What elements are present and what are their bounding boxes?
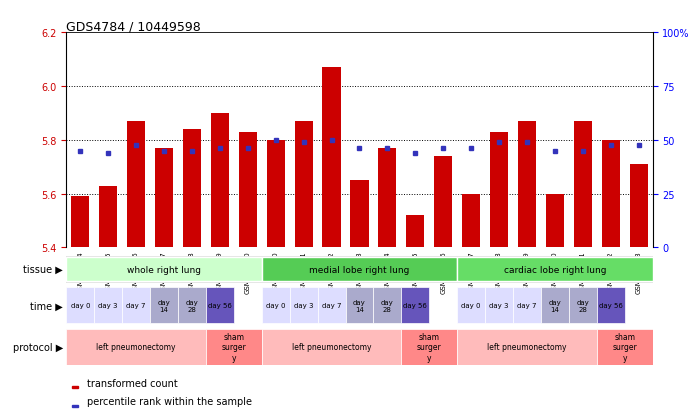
Text: day
14: day 14 xyxy=(549,299,561,312)
Text: day 7: day 7 xyxy=(517,303,537,309)
Bar xyxy=(485,288,513,323)
Bar xyxy=(373,288,401,323)
Text: day
14: day 14 xyxy=(158,299,170,312)
Text: sham
surger
y: sham surger y xyxy=(417,332,442,362)
Bar xyxy=(574,122,592,248)
Bar xyxy=(66,257,262,282)
Bar xyxy=(546,194,564,248)
Bar xyxy=(183,130,201,248)
Text: sham
surger
y: sham surger y xyxy=(221,332,246,362)
Bar xyxy=(401,288,429,323)
Bar xyxy=(127,122,145,248)
Bar xyxy=(99,186,117,248)
Bar xyxy=(602,140,620,248)
Text: medial lobe right lung: medial lobe right lung xyxy=(309,265,410,274)
Bar xyxy=(346,288,373,323)
Bar xyxy=(262,288,290,323)
Bar xyxy=(630,165,648,248)
Text: day 3: day 3 xyxy=(294,303,313,309)
Bar xyxy=(290,288,318,323)
Bar xyxy=(206,329,262,365)
Bar xyxy=(518,122,536,248)
Text: tissue ▶: tissue ▶ xyxy=(23,264,63,275)
Text: day
28: day 28 xyxy=(381,299,394,312)
Bar xyxy=(457,257,653,282)
Text: time ▶: time ▶ xyxy=(30,301,63,311)
Bar xyxy=(295,122,313,248)
Text: day 56: day 56 xyxy=(599,303,623,309)
Bar xyxy=(318,288,346,323)
Text: transformed count: transformed count xyxy=(87,378,178,388)
Text: day
14: day 14 xyxy=(353,299,366,312)
Text: day 7: day 7 xyxy=(126,303,146,309)
Bar xyxy=(239,133,257,248)
Bar xyxy=(434,157,452,248)
Bar xyxy=(71,197,89,248)
Bar xyxy=(597,329,653,365)
Bar xyxy=(122,288,150,323)
Bar xyxy=(350,181,369,248)
Text: protocol ▶: protocol ▶ xyxy=(13,342,63,352)
Bar xyxy=(72,387,78,388)
Bar xyxy=(569,288,597,323)
Bar xyxy=(66,329,206,365)
Text: left pneumonectomy: left pneumonectomy xyxy=(292,342,371,351)
Bar xyxy=(94,288,122,323)
Bar xyxy=(150,288,178,323)
Text: day 3: day 3 xyxy=(489,303,509,309)
Bar xyxy=(406,216,424,248)
Bar xyxy=(597,288,625,323)
Text: GDS4784 / 10449598: GDS4784 / 10449598 xyxy=(66,21,201,33)
Text: day 0: day 0 xyxy=(70,303,90,309)
Bar xyxy=(378,149,396,248)
Bar xyxy=(72,405,78,407)
Bar xyxy=(457,329,597,365)
Bar xyxy=(462,194,480,248)
Text: day 3: day 3 xyxy=(98,303,118,309)
Bar xyxy=(401,329,457,365)
Text: day 0: day 0 xyxy=(461,303,481,309)
Bar xyxy=(262,257,457,282)
Bar xyxy=(490,133,508,248)
Text: left pneumonectomy: left pneumonectomy xyxy=(487,342,567,351)
Text: left pneumonectomy: left pneumonectomy xyxy=(96,342,176,351)
Bar xyxy=(262,329,401,365)
Bar xyxy=(322,68,341,248)
Text: day
28: day 28 xyxy=(186,299,198,312)
Text: day 56: day 56 xyxy=(208,303,232,309)
Text: sham
surger
y: sham surger y xyxy=(612,332,637,362)
Bar xyxy=(457,288,485,323)
Text: day
28: day 28 xyxy=(577,299,589,312)
Bar xyxy=(211,114,229,248)
Text: percentile rank within the sample: percentile rank within the sample xyxy=(87,396,252,406)
Bar xyxy=(178,288,206,323)
Text: day 0: day 0 xyxy=(266,303,285,309)
Text: day 7: day 7 xyxy=(322,303,341,309)
Bar xyxy=(267,140,285,248)
Text: cardiac lobe right lung: cardiac lobe right lung xyxy=(504,265,606,274)
Text: day 56: day 56 xyxy=(403,303,427,309)
Text: whole right lung: whole right lung xyxy=(127,265,201,274)
Bar xyxy=(155,149,173,248)
Bar xyxy=(66,288,94,323)
Bar xyxy=(206,288,234,323)
Bar xyxy=(513,288,541,323)
Bar xyxy=(541,288,569,323)
